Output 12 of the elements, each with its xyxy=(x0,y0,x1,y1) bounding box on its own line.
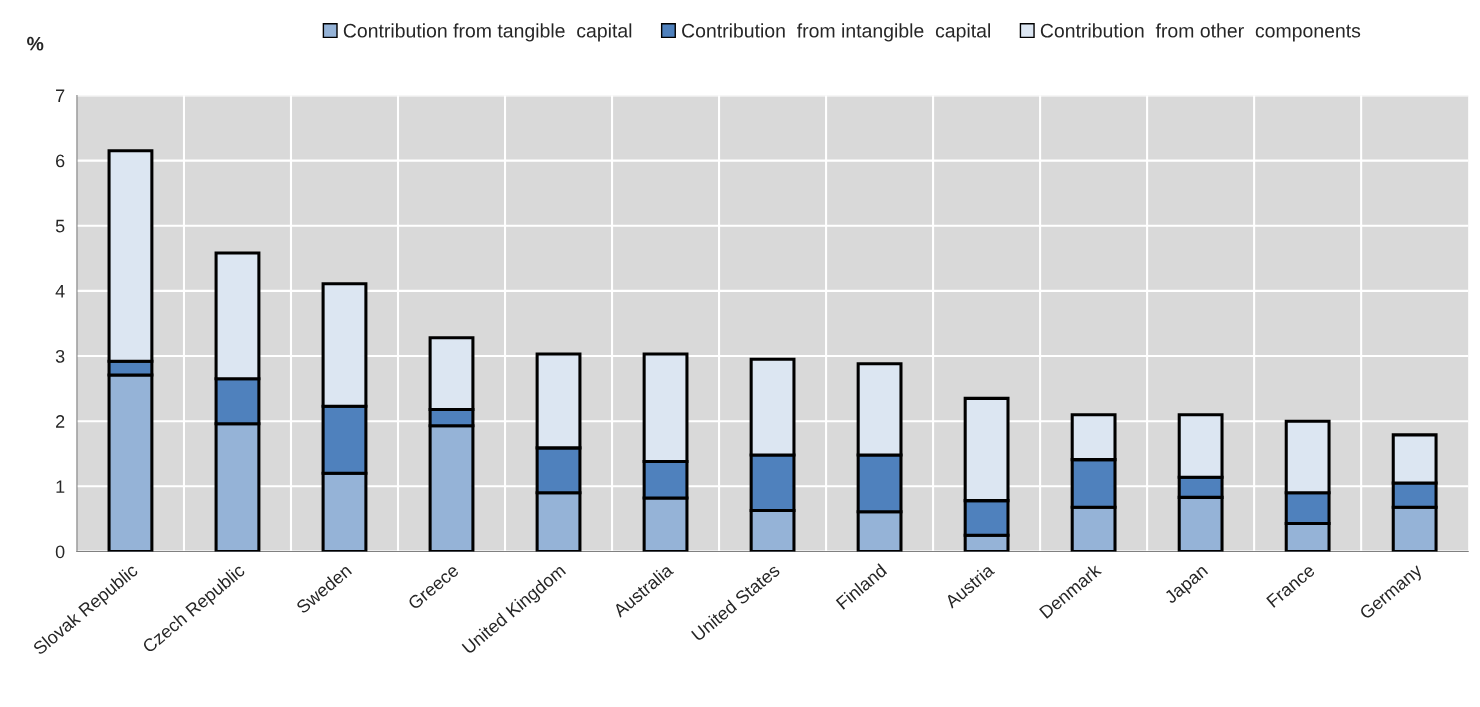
legend-label: Contribution from intangible capital xyxy=(682,23,990,42)
y-tick-label: 5 xyxy=(55,219,65,233)
legend-label: Contribution from other components xyxy=(1040,23,1361,42)
y-tick-label: 4 xyxy=(55,285,65,298)
y-tick-label: 3 xyxy=(55,349,65,363)
y-axis-title: % xyxy=(27,36,44,51)
y-tick-label: 1 xyxy=(56,480,65,493)
y-tick-label: 2 xyxy=(56,415,65,428)
y-tick-label: 6 xyxy=(56,154,65,168)
y-tick-label: 0 xyxy=(55,545,65,559)
legend-label: Contribution from tangible capital xyxy=(343,23,632,42)
y-tick-label: 7 xyxy=(56,89,65,102)
